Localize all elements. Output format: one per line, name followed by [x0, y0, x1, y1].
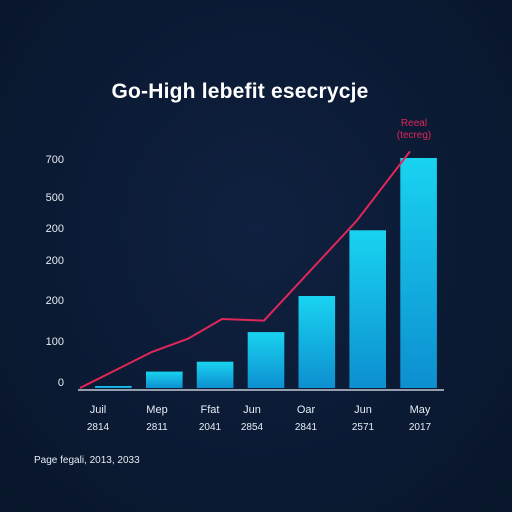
x-tick-label-top: Mep: [146, 404, 167, 416]
x-tick-label-bottom: 2854: [241, 422, 264, 433]
x-tick-label-bottom: 2041: [199, 422, 222, 433]
y-tick-label: 200: [46, 223, 64, 235]
series-line-reeal: [79, 150, 411, 389]
x-tick-label-top: Jun: [243, 404, 261, 416]
y-tick-label: 200: [46, 295, 64, 307]
bar-7: [400, 158, 437, 388]
chart-title: Go-High lebefit esecrycje: [111, 80, 369, 103]
y-tick-label: 0: [58, 377, 64, 389]
x-tick-label-top: May: [410, 404, 431, 416]
x-tick-label-bottom: 2017: [409, 422, 432, 433]
x-tick-label-top: Oar: [297, 404, 316, 416]
footer-note: Page fegali, 2013, 2033: [34, 455, 140, 466]
y-tick-label: 500: [46, 192, 64, 204]
x-tick-label-top: Juil: [90, 404, 107, 416]
x-tick-label-bottom: 2571: [352, 422, 375, 433]
bar-1: [95, 386, 132, 388]
legend-line-1: Reeal: [401, 118, 427, 129]
bar-5: [298, 296, 336, 388]
x-tick-label-bottom: 2811: [146, 422, 168, 433]
bar-2: [146, 371, 183, 388]
y-tick-label: 700: [46, 154, 64, 166]
bar-6: [349, 230, 386, 388]
y-tick-label: 100: [46, 336, 64, 348]
bar-3: [196, 361, 234, 388]
bar-4: [247, 332, 285, 388]
legend-line-2: (tecreg): [397, 130, 431, 141]
x-tick-label-top: Jun: [354, 404, 372, 416]
x-tick-label-bottom: 2841: [295, 422, 318, 433]
y-tick-label: 200: [46, 255, 64, 267]
x-tick-label-bottom: 2814: [87, 422, 110, 433]
x-tick-label-top: Ffat: [201, 404, 220, 416]
